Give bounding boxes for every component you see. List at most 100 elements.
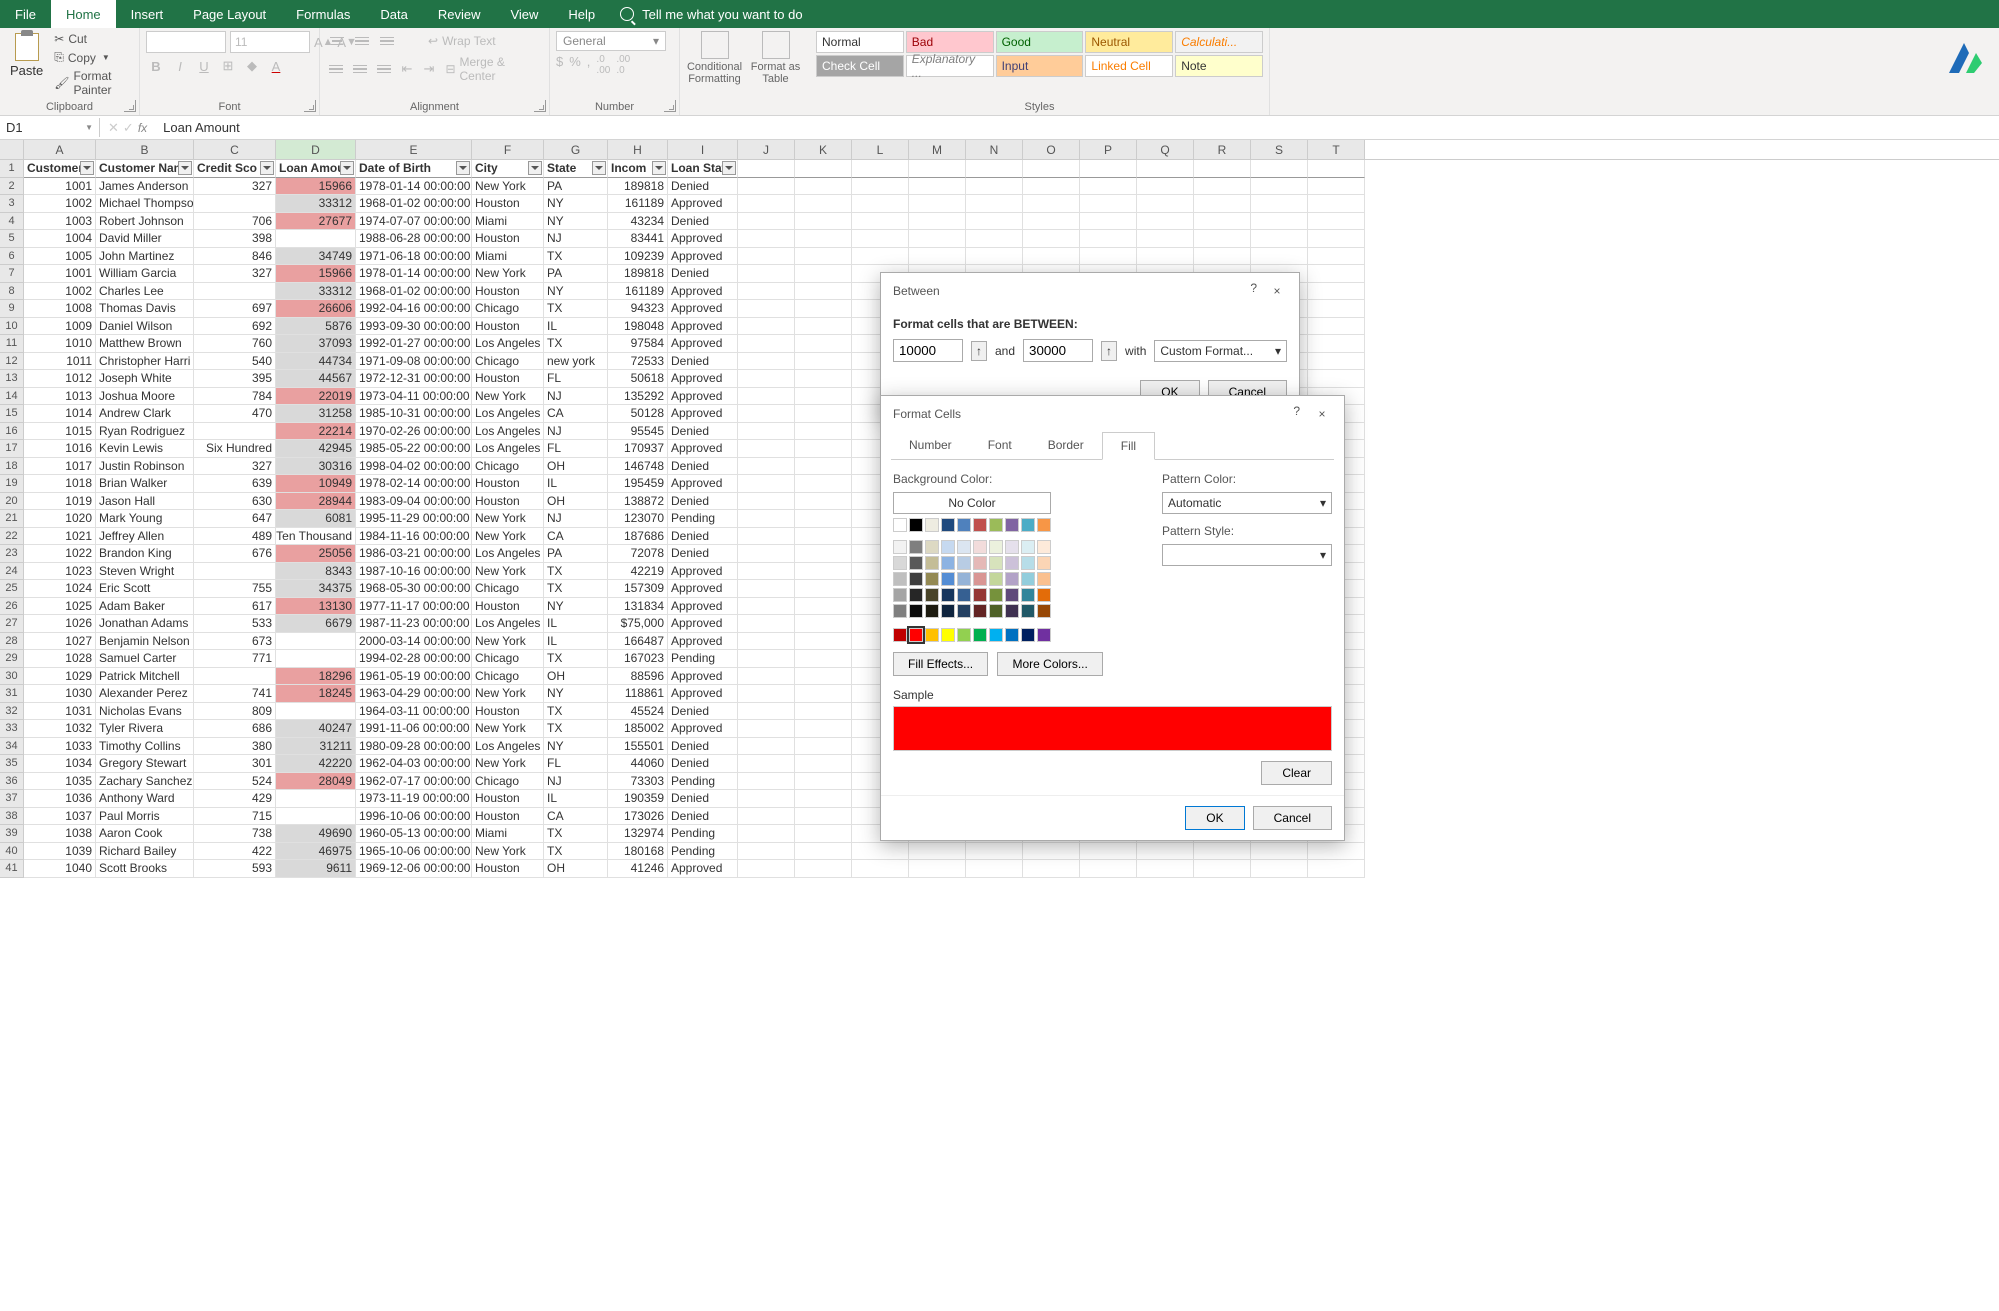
empty-cell[interactable]: [738, 545, 795, 563]
format-tab-font[interactable]: Font: [970, 432, 1030, 459]
cell[interactable]: Pending: [668, 825, 738, 843]
color-swatch[interactable]: [1037, 540, 1051, 554]
cell[interactable]: Denied: [668, 493, 738, 511]
tab-data[interactable]: Data: [365, 0, 422, 28]
cell[interactable]: 540: [194, 353, 276, 371]
cell[interactable]: 44734: [276, 353, 356, 371]
cell[interactable]: FL: [544, 755, 608, 773]
color-swatch[interactable]: [925, 540, 939, 554]
row-header-5[interactable]: 5: [0, 230, 24, 248]
cell[interactable]: 1968-01-02 00:00:00: [356, 195, 472, 213]
italic-button[interactable]: I: [170, 56, 190, 76]
color-swatch[interactable]: [893, 572, 907, 586]
cell[interactable]: Tyler Rivera: [96, 720, 194, 738]
cell[interactable]: 1037: [24, 808, 96, 826]
cell[interactable]: 1969-12-06 00:00:00: [356, 860, 472, 878]
cell[interactable]: Ten Thousand: [276, 528, 356, 546]
cell[interactable]: Jonathan Adams: [96, 615, 194, 633]
cell[interactable]: 647: [194, 510, 276, 528]
empty-cell[interactable]: [795, 388, 852, 406]
copy-button[interactable]: ⎘Copy▼: [51, 49, 133, 66]
cell[interactable]: 28944: [276, 493, 356, 511]
empty-cell[interactable]: [1023, 843, 1080, 861]
cell[interactable]: 1987-10-16 00:00:00: [356, 563, 472, 581]
cell[interactable]: $75,000: [608, 615, 668, 633]
cell[interactable]: Alexander Perez: [96, 685, 194, 703]
cell[interactable]: 1009: [24, 318, 96, 336]
cell[interactable]: Anthony Ward: [96, 790, 194, 808]
cell[interactable]: Mark Young: [96, 510, 194, 528]
row-header-19[interactable]: 19: [0, 475, 24, 493]
style-normal[interactable]: Normal: [816, 31, 904, 53]
cell[interactable]: 187686: [608, 528, 668, 546]
cell[interactable]: 1988-06-28 00:00:00: [356, 230, 472, 248]
filter-arrow-icon[interactable]: [178, 161, 192, 175]
empty-cell[interactable]: [795, 370, 852, 388]
cell[interactable]: 1033: [24, 738, 96, 756]
color-swatch[interactable]: [925, 572, 939, 586]
cell[interactable]: Chicago: [472, 668, 544, 686]
color-swatch[interactable]: [893, 628, 907, 642]
cell[interactable]: Approved: [668, 685, 738, 703]
empty-cell[interactable]: [1080, 843, 1137, 861]
cell[interactable]: 1992-04-16 00:00:00: [356, 300, 472, 318]
cell[interactable]: Approved: [668, 300, 738, 318]
empty-cell[interactable]: [1023, 178, 1080, 196]
cell[interactable]: NJ: [544, 388, 608, 406]
cell[interactable]: 676: [194, 545, 276, 563]
cell[interactable]: New York: [472, 633, 544, 651]
col-header-B[interactable]: B: [96, 140, 194, 159]
row-header-35[interactable]: 35: [0, 755, 24, 773]
empty-cell[interactable]: [966, 843, 1023, 861]
cell[interactable]: Jason Hall: [96, 493, 194, 511]
empty-cell[interactable]: [1137, 860, 1194, 878]
empty-cell[interactable]: [738, 493, 795, 511]
row-header-31[interactable]: 31: [0, 685, 24, 703]
empty-cell[interactable]: [1308, 843, 1365, 861]
empty-cell[interactable]: [795, 178, 852, 196]
cell[interactable]: NY: [544, 195, 608, 213]
color-swatch[interactable]: [1021, 604, 1035, 618]
color-swatch[interactable]: [941, 572, 955, 586]
color-swatch[interactable]: [925, 588, 939, 602]
cell[interactable]: 1987-11-23 00:00:00: [356, 615, 472, 633]
tab-insert[interactable]: Insert: [116, 0, 179, 28]
empty-cell[interactable]: [1251, 178, 1308, 196]
cell[interactable]: 161189: [608, 195, 668, 213]
cell[interactable]: Los Angeles: [472, 440, 544, 458]
tab-home[interactable]: Home: [51, 0, 116, 28]
empty-cell[interactable]: [738, 668, 795, 686]
cell[interactable]: 50128: [608, 405, 668, 423]
empty-cell[interactable]: [738, 860, 795, 878]
color-swatch[interactable]: [925, 628, 939, 642]
cell[interactable]: 6679: [276, 615, 356, 633]
cell[interactable]: 1026: [24, 615, 96, 633]
cell[interactable]: Houston: [472, 283, 544, 301]
empty-cell[interactable]: [909, 248, 966, 266]
cell[interactable]: Paul Morris: [96, 808, 194, 826]
cell[interactable]: 31211: [276, 738, 356, 756]
empty-cell[interactable]: [1251, 160, 1308, 178]
cell[interactable]: 524: [194, 773, 276, 791]
cell[interactable]: 135292: [608, 388, 668, 406]
cell[interactable]: 1963-04-29 00:00:00: [356, 685, 472, 703]
color-swatch[interactable]: [989, 628, 1003, 642]
empty-cell[interactable]: [738, 510, 795, 528]
tab-view[interactable]: View: [495, 0, 553, 28]
cell[interactable]: Approved: [668, 563, 738, 581]
tab-file[interactable]: File: [0, 0, 51, 28]
cell[interactable]: 49690: [276, 825, 356, 843]
row-header-23[interactable]: 23: [0, 545, 24, 563]
cell[interactable]: 398: [194, 230, 276, 248]
pattern-style-combo[interactable]: ▾: [1162, 544, 1332, 566]
cell[interactable]: 1010: [24, 335, 96, 353]
row-header-36[interactable]: 36: [0, 773, 24, 791]
filter-arrow-icon[interactable]: [652, 161, 666, 175]
cell[interactable]: Chicago: [472, 773, 544, 791]
cell[interactable]: Approved: [668, 598, 738, 616]
cell[interactable]: 40247: [276, 720, 356, 738]
empty-cell[interactable]: [909, 160, 966, 178]
color-swatch[interactable]: [893, 518, 907, 532]
cell[interactable]: 1031: [24, 703, 96, 721]
empty-cell[interactable]: [738, 615, 795, 633]
